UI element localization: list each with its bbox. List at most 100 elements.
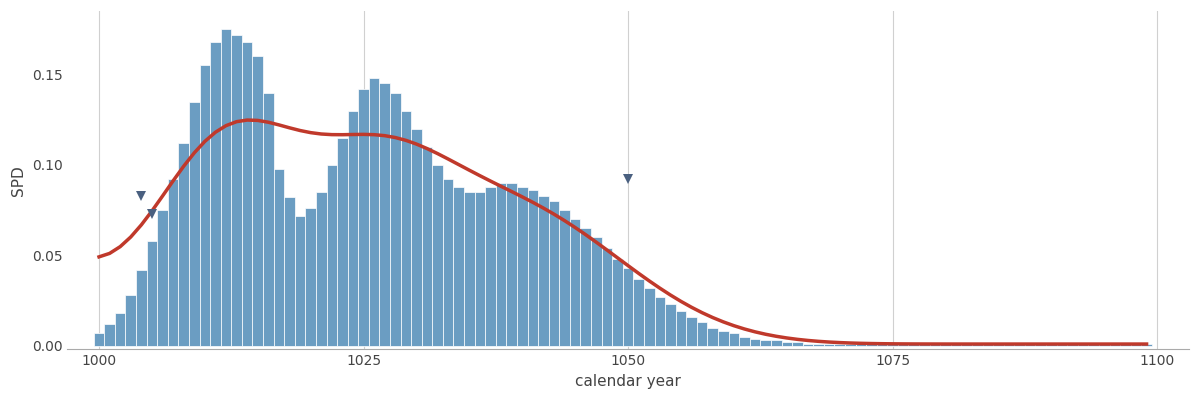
Bar	[421, 147, 432, 346]
Bar	[548, 201, 559, 346]
Bar	[877, 344, 887, 346]
Bar	[623, 268, 634, 346]
Bar	[1025, 344, 1036, 346]
Bar	[390, 92, 401, 346]
Bar	[199, 65, 210, 346]
Bar	[559, 210, 570, 346]
Bar	[845, 344, 856, 346]
Bar	[634, 279, 644, 346]
Bar	[770, 340, 781, 346]
Bar	[761, 340, 770, 346]
Bar	[919, 344, 930, 346]
Bar	[316, 192, 326, 346]
Bar	[179, 143, 188, 346]
Bar	[994, 344, 1003, 346]
Bar	[814, 344, 824, 346]
Bar	[168, 179, 179, 346]
Bar	[443, 179, 454, 346]
Bar	[528, 190, 538, 346]
Bar	[665, 304, 676, 346]
Bar	[252, 56, 263, 346]
Bar	[1036, 344, 1046, 346]
Bar	[432, 165, 443, 346]
Bar	[242, 42, 252, 346]
Bar	[803, 344, 814, 346]
Bar	[686, 317, 697, 346]
Bar	[188, 102, 199, 346]
Bar	[94, 333, 104, 346]
Bar	[644, 288, 654, 346]
Bar	[972, 344, 983, 346]
Bar	[708, 328, 718, 346]
Bar	[728, 333, 739, 346]
Bar	[157, 210, 168, 346]
Bar	[941, 344, 950, 346]
Bar	[232, 35, 242, 346]
Bar	[1067, 344, 1078, 346]
Bar	[146, 241, 157, 346]
Bar	[412, 129, 421, 346]
Bar	[210, 42, 221, 346]
Bar	[739, 337, 750, 346]
Bar	[1120, 344, 1130, 346]
Bar	[305, 208, 316, 346]
Bar	[1046, 344, 1057, 346]
Bar	[592, 237, 601, 346]
Bar	[517, 187, 528, 346]
Bar	[126, 295, 136, 346]
Bar	[1003, 344, 1014, 346]
Bar	[485, 187, 496, 346]
Bar	[654, 297, 665, 346]
Bar	[887, 344, 898, 346]
Bar	[1078, 344, 1088, 346]
Bar	[274, 168, 284, 346]
Bar	[348, 111, 359, 346]
Bar	[1141, 344, 1152, 346]
Bar	[221, 29, 232, 346]
Bar	[961, 344, 972, 346]
Bar	[284, 198, 295, 346]
Bar	[454, 187, 464, 346]
Bar	[1014, 344, 1025, 346]
Bar	[136, 270, 146, 346]
Bar	[898, 344, 908, 346]
Bar	[612, 259, 623, 346]
Bar	[930, 344, 941, 346]
Bar	[824, 344, 834, 346]
Bar	[834, 344, 845, 346]
Bar	[1099, 344, 1110, 346]
Bar	[581, 228, 592, 346]
Bar	[601, 248, 612, 346]
Bar	[464, 192, 475, 346]
Bar	[856, 344, 866, 346]
Bar	[263, 92, 274, 346]
Bar	[792, 342, 803, 346]
Bar	[359, 89, 368, 346]
Bar	[866, 344, 877, 346]
Bar	[538, 196, 548, 346]
Bar	[496, 183, 506, 346]
Bar	[379, 84, 390, 346]
X-axis label: calendar year: calendar year	[575, 374, 682, 389]
Bar	[401, 111, 412, 346]
Bar	[1057, 344, 1067, 346]
Bar	[295, 216, 305, 346]
Bar	[1130, 344, 1141, 346]
Bar	[1110, 344, 1120, 346]
Y-axis label: SPD: SPD	[11, 165, 26, 196]
Bar	[1088, 344, 1099, 346]
Bar	[337, 138, 348, 346]
Bar	[570, 219, 581, 346]
Bar	[475, 192, 485, 346]
Bar	[368, 78, 379, 346]
Bar	[908, 344, 919, 346]
Bar	[697, 322, 708, 346]
Bar	[104, 324, 115, 346]
Bar	[983, 344, 994, 346]
Bar	[506, 183, 517, 346]
Bar	[676, 312, 686, 346]
Bar	[950, 344, 961, 346]
Bar	[750, 339, 761, 346]
Bar	[326, 165, 337, 346]
Bar	[781, 342, 792, 346]
